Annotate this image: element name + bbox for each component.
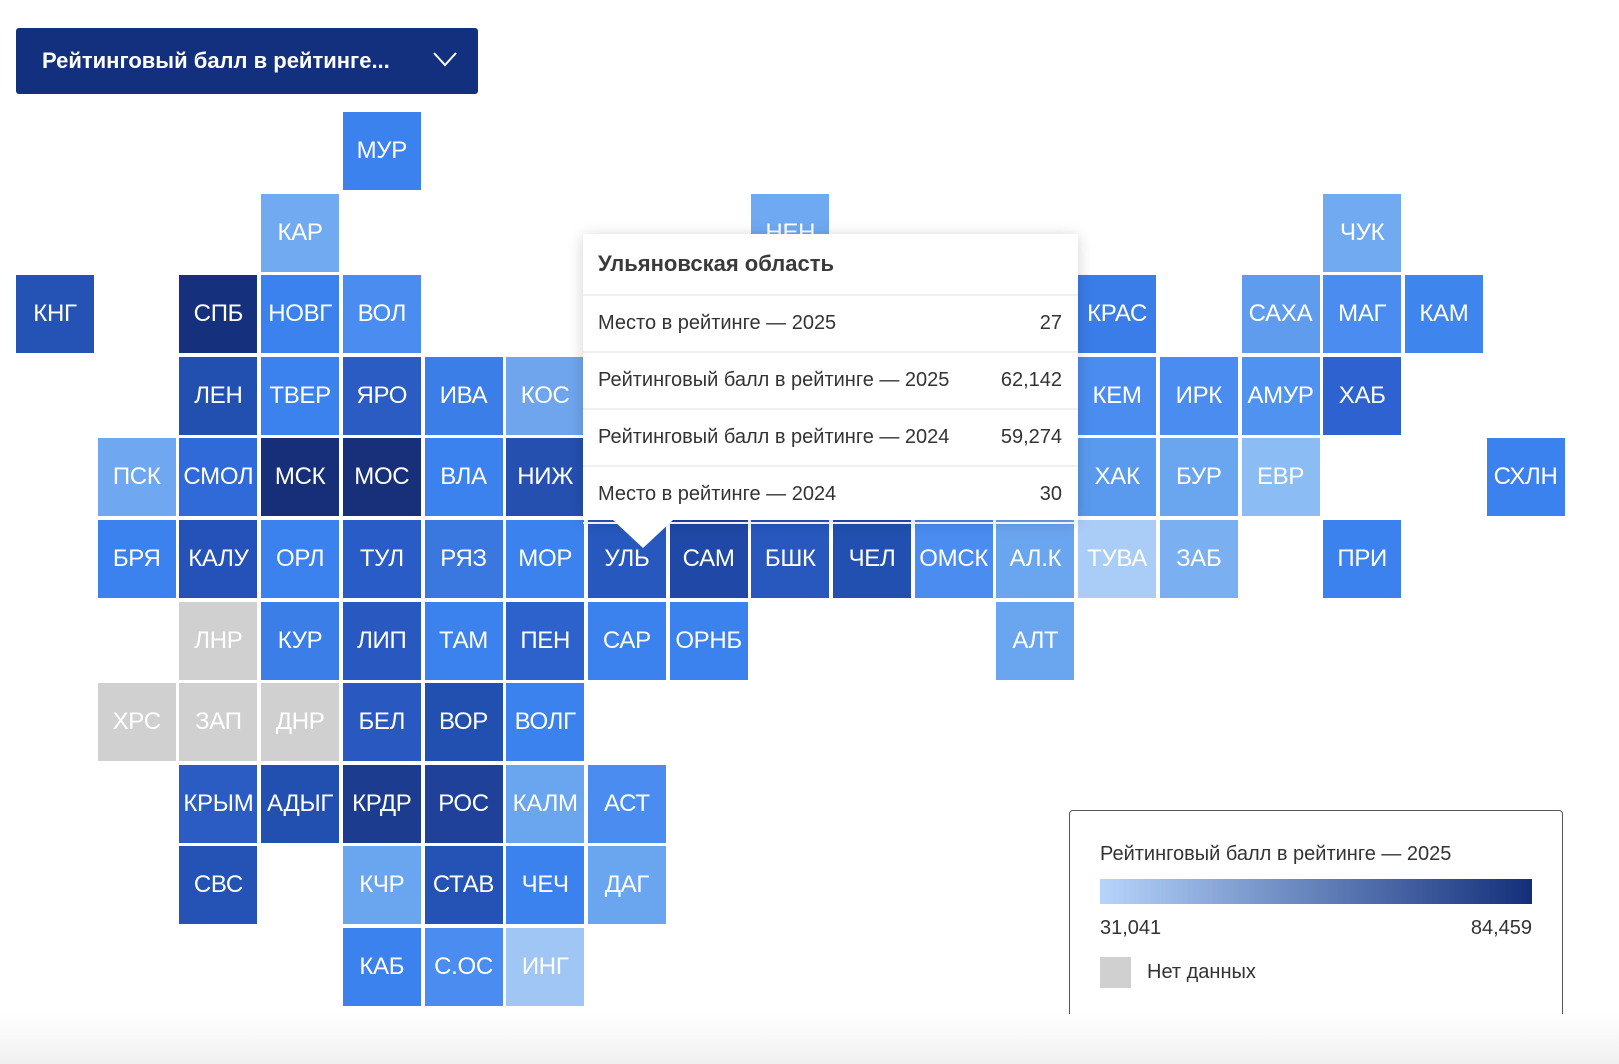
chevron-down-icon	[433, 52, 457, 67]
tooltip-row-value: 59,274	[1000, 426, 1062, 448]
region-tile[interactable]: КАБ	[342, 928, 421, 1006]
region-tile[interactable]: ВЛА	[424, 438, 503, 517]
tooltip-row-value: 30	[1039, 483, 1062, 505]
tooltip-row: Рейтинговый балл в рейтинге — 2024 59,274	[583, 410, 1078, 467]
region-tile[interactable]: ИВА	[424, 356, 503, 435]
legend-max: 84,459	[1470, 917, 1532, 939]
legend-gradient-bar	[1100, 879, 1532, 904]
tooltip-row-label: Рейтинговый балл в рейтинге — 2025	[598, 369, 950, 391]
region-tile[interactable]: ОРЛ	[261, 520, 340, 598]
region-tile[interactable]: РЯЗ	[424, 520, 503, 598]
region-tile[interactable]: АСТ	[587, 764, 666, 843]
region-tile[interactable]: ТУЛ	[342, 520, 421, 598]
region-tile[interactable]: СХЛН	[1486, 438, 1565, 517]
region-tile[interactable]: СПБ	[179, 275, 258, 354]
tooltip-row-value: 27	[1039, 312, 1062, 334]
region-tile[interactable]: ОРНБ	[669, 601, 748, 680]
region-tile[interactable]: ВОЛГ	[506, 683, 585, 762]
region-tile[interactable]: БЕЛ	[342, 683, 421, 762]
region-tile[interactable]: ВОЛ	[342, 275, 421, 354]
region-tile[interactable]: МАГ	[1323, 275, 1402, 354]
legend-min: 31,041	[1100, 917, 1162, 939]
region-tile[interactable]: БРЯ	[97, 520, 176, 598]
tooltip-pointer	[613, 520, 673, 548]
region-tile[interactable]: ЛИП	[342, 601, 421, 680]
region-tile[interactable]: КУР	[261, 601, 340, 680]
tooltip-row-label: Место в рейтинге — 2025	[598, 312, 837, 334]
region-tile[interactable]: ВОР	[424, 683, 503, 762]
region-tile[interactable]: КАР	[261, 193, 340, 272]
region-tile[interactable]: САХА	[1241, 275, 1320, 354]
region-tile[interactable]: ЗАБ	[1159, 520, 1238, 598]
region-tile[interactable]: МОР	[506, 520, 585, 598]
region-tile[interactable]: ПСК	[97, 438, 176, 517]
region-tile[interactable]: ХАБ	[1323, 356, 1402, 435]
region-tile[interactable]: АМУР	[1241, 356, 1320, 435]
region-tile[interactable]: ДНР	[261, 683, 340, 762]
region-tile[interactable]: ЛЕН	[179, 356, 258, 435]
region-tile[interactable]: ЕВР	[1241, 438, 1320, 517]
region-tile[interactable]: РОС	[424, 764, 503, 843]
region-tile[interactable]: ЧЕЛ	[833, 520, 911, 598]
region-tile[interactable]: ИРК	[1159, 356, 1238, 435]
tooltip-title: Ульяновская область	[583, 234, 1078, 296]
region-tile[interactable]: КАМ	[1404, 275, 1483, 354]
region-tile[interactable]: АЛ.К	[996, 520, 1075, 598]
region-tile[interactable]: ТУВА	[1078, 520, 1157, 598]
region-tile[interactable]: ХАК	[1078, 438, 1157, 517]
region-tile[interactable]: КНГ	[16, 275, 94, 354]
region-tile[interactable]: МУР	[342, 112, 421, 190]
region-tile[interactable]: БШК	[751, 520, 830, 598]
region-tile[interactable]: САР	[587, 601, 666, 680]
region-tile[interactable]: КРАС	[1078, 275, 1157, 354]
region-tile[interactable]: КАЛМ	[506, 764, 585, 843]
region-tile[interactable]: КРЫМ	[179, 764, 258, 843]
bottom-fade	[0, 1014, 1619, 1064]
region-tile[interactable]: НОВГ	[261, 275, 340, 354]
region-tile[interactable]: ИНГ	[506, 928, 585, 1006]
indicator-dropdown-label: Рейтинговый балл в рейтинге...	[42, 48, 390, 73]
region-tile[interactable]: САМ	[669, 520, 748, 598]
no-data-swatch	[1100, 957, 1131, 988]
region-tile[interactable]: ЯРО	[342, 356, 421, 435]
tooltip-row-label: Место в рейтинге — 2024	[598, 483, 837, 505]
legend-title: Рейтинговый балл в рейтинге — 2025	[1100, 843, 1452, 865]
region-tile[interactable]: КЕМ	[1078, 356, 1157, 435]
region-tile[interactable]: КОС	[506, 356, 585, 435]
region-tile[interactable]: МСК	[261, 438, 340, 517]
region-tile[interactable]: НИЖ	[506, 438, 585, 517]
region-tile[interactable]: ОМСК	[914, 520, 993, 598]
tooltip-row-value: 62,142	[1000, 369, 1062, 391]
region-tile[interactable]: АДЫГ	[261, 764, 340, 843]
tooltip-row-label: Рейтинговый балл в рейтинге — 2024	[598, 426, 950, 448]
tooltip-row: Место в рейтинге — 2024 30	[583, 467, 1078, 524]
region-tile[interactable]: ТВЕР	[261, 356, 340, 435]
tooltip-row: Рейтинговый балл в рейтинге — 2025 62,142	[583, 353, 1078, 410]
region-tile[interactable]: МОС	[342, 438, 421, 517]
region-tooltip: Ульяновская область Место в рейтинге — 2…	[583, 234, 1078, 548]
region-tile[interactable]: ПЕН	[506, 601, 585, 680]
region-tile[interactable]: ПРИ	[1323, 520, 1402, 598]
region-tile[interactable]: ЗАП	[179, 683, 258, 762]
region-tile[interactable]: СТАВ	[424, 846, 503, 925]
region-tile[interactable]: БУР	[1159, 438, 1238, 517]
region-tile[interactable]: АЛТ	[996, 601, 1075, 680]
region-tile[interactable]: ЧУК	[1323, 193, 1402, 272]
region-tile[interactable]: ХРС	[97, 683, 176, 762]
region-tile[interactable]: ТАМ	[424, 601, 503, 680]
region-tile[interactable]: ЛНР	[179, 601, 258, 680]
region-tile[interactable]: ЧЕЧ	[506, 846, 585, 925]
tooltip-row: Место в рейтинге — 2025 27	[583, 296, 1078, 353]
region-tile[interactable]: ДАГ	[587, 846, 666, 925]
region-tile[interactable]: С.ОС	[424, 928, 503, 1006]
no-data-label: Нет данных	[1147, 961, 1256, 983]
indicator-dropdown[interactable]: Рейтинговый балл в рейтинге...	[16, 28, 478, 94]
region-tile[interactable]: КЧР	[342, 846, 421, 925]
color-legend: Рейтинговый балл в рейтинге — 2025 31,04…	[1069, 810, 1563, 1018]
region-tile[interactable]: СМОЛ	[179, 438, 258, 517]
region-tile[interactable]: КРДР	[342, 764, 421, 843]
region-tile[interactable]: КАЛУ	[179, 520, 258, 598]
region-tile[interactable]: СВС	[179, 846, 258, 925]
